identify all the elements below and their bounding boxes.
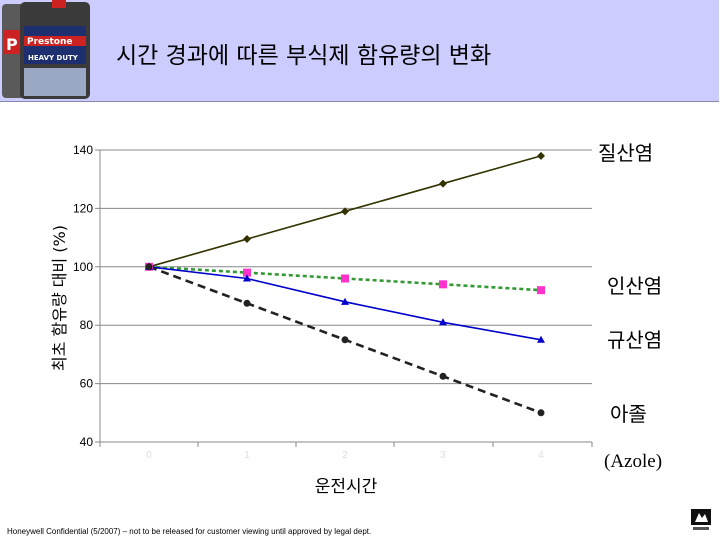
confidential-footer: Honeywell Confidential (5/2007) – not to… (7, 527, 372, 536)
data-point (439, 318, 447, 326)
x-tick-label: 3 (440, 450, 446, 461)
x-tick-label: 1 (244, 450, 250, 461)
data-point (537, 335, 545, 343)
plot-area (100, 135, 592, 442)
product-jugs-image: P Prestone HEAVY DUTY (0, 0, 92, 101)
series-label: 아졸 (610, 402, 647, 426)
data-point (341, 336, 349, 344)
y-tick-label: 80 (80, 318, 94, 332)
data-point (145, 263, 153, 271)
data-point (243, 274, 251, 282)
data-point (537, 409, 545, 417)
azole-english-label: (Azole) (604, 451, 662, 472)
x-tick-label: 2 (342, 450, 348, 461)
data-point (537, 286, 545, 295)
data-point (341, 207, 349, 216)
data-point (341, 274, 349, 283)
side-jug-label: P (6, 35, 18, 54)
series-label: 질산염 (598, 141, 653, 165)
data-point (439, 280, 447, 289)
y-tick-label: 140 (73, 143, 93, 157)
series-label: 인산염 (607, 274, 662, 298)
jug-brand-label: Prestone (27, 37, 73, 47)
y-tick-labels: 40 60 80 100 120 140 (73, 143, 100, 449)
series-label: 규산염 (607, 328, 662, 352)
page-title: 시간 경과에 따른 부식제 함유량의 변화 (116, 43, 492, 69)
honeywell-logo (690, 508, 712, 532)
data-point (439, 179, 447, 188)
x-tick-labels: 0 1 2 3 4 (99, 442, 593, 461)
data-point (439, 372, 447, 380)
antifreeze-jug-icon: P Prestone HEAVY DUTY (2, 0, 90, 99)
x-tick-label: 0 (146, 450, 152, 461)
data-point (243, 235, 251, 244)
logo-icon (691, 509, 711, 530)
data-point (341, 297, 349, 305)
series-group (145, 151, 545, 417)
y-tick-label: 100 (73, 260, 93, 274)
jug-line-label: HEAVY DUTY (28, 54, 79, 62)
y-tick-label: 120 (73, 201, 93, 215)
y-axis-label: 최초 함유량 대비 (%) (50, 225, 69, 371)
x-tick-label: 4 (538, 450, 544, 461)
data-point (243, 299, 251, 307)
data-point (243, 268, 251, 277)
data-point (537, 151, 545, 160)
header-banner: P Prestone HEAVY DUTY 시간 경과에 따른 부식제 함유량의… (0, 0, 719, 102)
x-axis-label: 운전시간 (315, 477, 378, 497)
y-tick-label: 60 (80, 377, 94, 391)
y-tick-label: 40 (80, 435, 94, 449)
